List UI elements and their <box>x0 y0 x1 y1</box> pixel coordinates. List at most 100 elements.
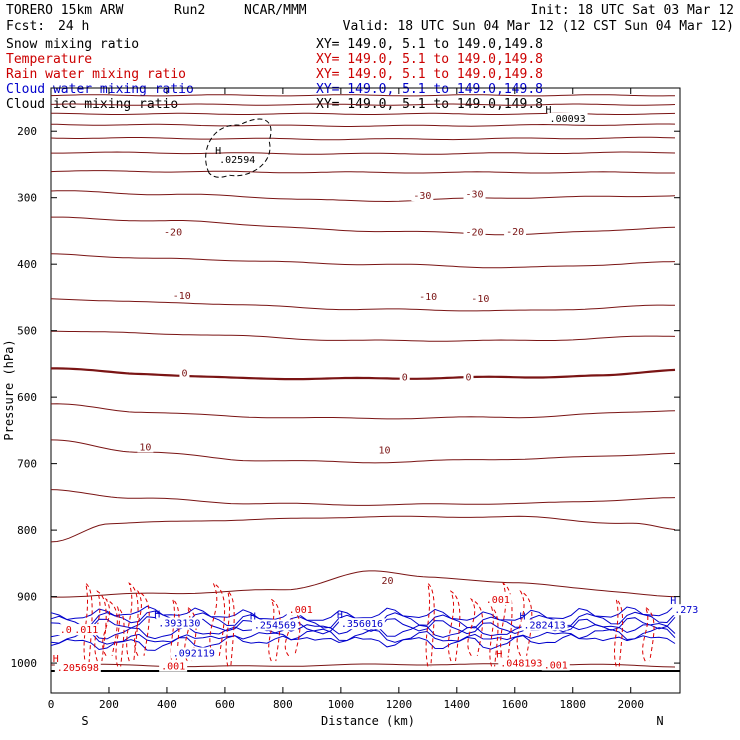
valid-time: Valid: 18 UTC Sun 04 Mar 12 (12 CST Sun … <box>343 19 734 34</box>
label-background <box>170 289 193 301</box>
init-time: Init: 18 UTC Sat 03 Mar 12 <box>531 3 735 18</box>
label-background <box>137 441 154 453</box>
label-background <box>541 659 570 671</box>
label-background <box>411 190 434 202</box>
y-axis-label: Pressure (hPa) <box>2 339 16 440</box>
rain-contour-line <box>102 597 118 657</box>
rain-contour-line <box>209 582 226 656</box>
temperature-contour-label: 0 <box>181 369 187 380</box>
label-background <box>672 604 701 616</box>
x-tick-label: 0 <box>48 698 55 711</box>
y-tick-label: 800 <box>17 524 37 537</box>
label-background <box>521 619 568 631</box>
x-tick-label: 200 <box>99 698 119 711</box>
rain-label: .001 <box>161 662 185 673</box>
field-legend: Snow mixing ratio XY= 149.0, 5.1 to 149.0… <box>6 37 543 112</box>
x-axis-label: Distance (km) <box>321 714 415 728</box>
label-background <box>399 371 410 383</box>
rain-contour-line <box>184 605 197 662</box>
rain-contour-line <box>425 582 435 667</box>
cloud-water-label: .282413 <box>523 621 565 632</box>
rain-contour-line <box>225 590 235 667</box>
legend-field-name: Snow mixing ratio <box>6 37 139 52</box>
temperature-contour-line <box>51 151 676 155</box>
temperature-contour-label: 0 <box>402 373 408 384</box>
label-background <box>483 594 512 606</box>
label-background <box>251 619 298 631</box>
temperature-contour-label: -30 <box>466 190 484 201</box>
cloud-water-label: .356016 <box>341 619 383 630</box>
fcst-label: Fcst: <box>6 19 45 34</box>
temperature-contour-line <box>50 403 676 420</box>
label-background <box>72 624 101 636</box>
temperature-contour-label: -20 <box>164 228 182 239</box>
snow-contour-line <box>205 118 272 178</box>
rain-contour-line <box>642 605 655 662</box>
label-background <box>179 367 190 379</box>
label-background <box>159 660 188 672</box>
extremum-marker: H <box>546 105 552 116</box>
y-tick-label: 900 <box>17 591 37 604</box>
temperature-contour-label: 10 <box>139 442 151 453</box>
label-background <box>162 226 185 238</box>
temperature-contour-label: -20 <box>506 227 524 238</box>
label-background <box>504 225 527 237</box>
label-background <box>463 226 486 238</box>
north-direction-label: N <box>656 714 663 728</box>
cloud-water-label: .092119 <box>173 648 215 659</box>
y-tick-label: 300 <box>17 192 37 205</box>
x-tick-label: 400 <box>157 698 177 711</box>
temperature-contour-line <box>50 136 676 141</box>
x-tick-label: 1000 <box>328 698 355 711</box>
rain-contour-line <box>447 590 461 662</box>
temperature-contour-line <box>50 170 675 174</box>
label-background <box>498 657 545 669</box>
temperature-contour-label: -10 <box>173 291 191 302</box>
cloud-water-contour-line <box>50 605 676 621</box>
cloud-water-contour-line <box>50 633 676 651</box>
extremum-marker: H <box>154 610 160 621</box>
rain-label: .205698 <box>57 663 99 674</box>
label-background <box>170 647 217 659</box>
label-background <box>463 188 486 200</box>
legend-field-xy: XY= 149.0, 5.1 to 149.0,149.8 <box>316 67 543 82</box>
temperature-contour-line <box>50 103 676 106</box>
extremum-marker: H <box>496 649 502 660</box>
extremum-marker: H <box>519 612 525 623</box>
temperature-contour-line <box>50 489 676 506</box>
extremum-marker: H <box>215 146 221 157</box>
temperature-contour-label: -30 <box>413 191 431 202</box>
rain-contour-line <box>126 582 139 662</box>
cloud-water-contour-line <box>50 627 676 645</box>
temperature-contour-line <box>50 515 676 543</box>
temperature-contours <box>50 94 680 673</box>
legend-field-xy: XY= 149.0, 5.1 to 149.0,149.8 <box>316 82 543 97</box>
rain-contour-line <box>500 582 513 662</box>
rain-contour-line <box>94 590 107 662</box>
label-background <box>469 293 492 305</box>
temperature-contour-label: 10 <box>379 446 391 457</box>
model-title: TORERO 15km ARW <box>6 3 124 18</box>
rain-contour-line <box>614 597 624 667</box>
rain-label: .011 <box>74 625 98 636</box>
x-tick-label: 800 <box>273 698 293 711</box>
label-background <box>547 112 588 124</box>
run-label: Run2 <box>174 3 205 18</box>
legend-field-name: Cloud water mixing ratio <box>6 82 194 97</box>
temperature-contour-label: -20 <box>466 228 484 239</box>
temperature-contour-line <box>51 663 676 668</box>
rain-contour-line <box>115 605 125 667</box>
rain-label: .001 <box>544 660 568 671</box>
legend-field-name: Rain water mixing ratio <box>6 67 186 82</box>
rain-label: .001 <box>289 605 313 616</box>
temperature-contour-line <box>50 94 676 97</box>
temperature-contour-label: 0 <box>466 373 472 384</box>
extremum-marker: H <box>250 612 256 623</box>
temperature-contour-label: -10 <box>419 292 437 303</box>
cloud-water-label: .273 <box>674 605 698 616</box>
legend-field-xy: XY= 149.0, 5.1 to 149.0,149.8 <box>316 37 543 52</box>
x-tick-label: 1600 <box>502 698 529 711</box>
org-label: NCAR/MMM <box>244 3 307 18</box>
south-direction-label: S <box>81 714 88 728</box>
